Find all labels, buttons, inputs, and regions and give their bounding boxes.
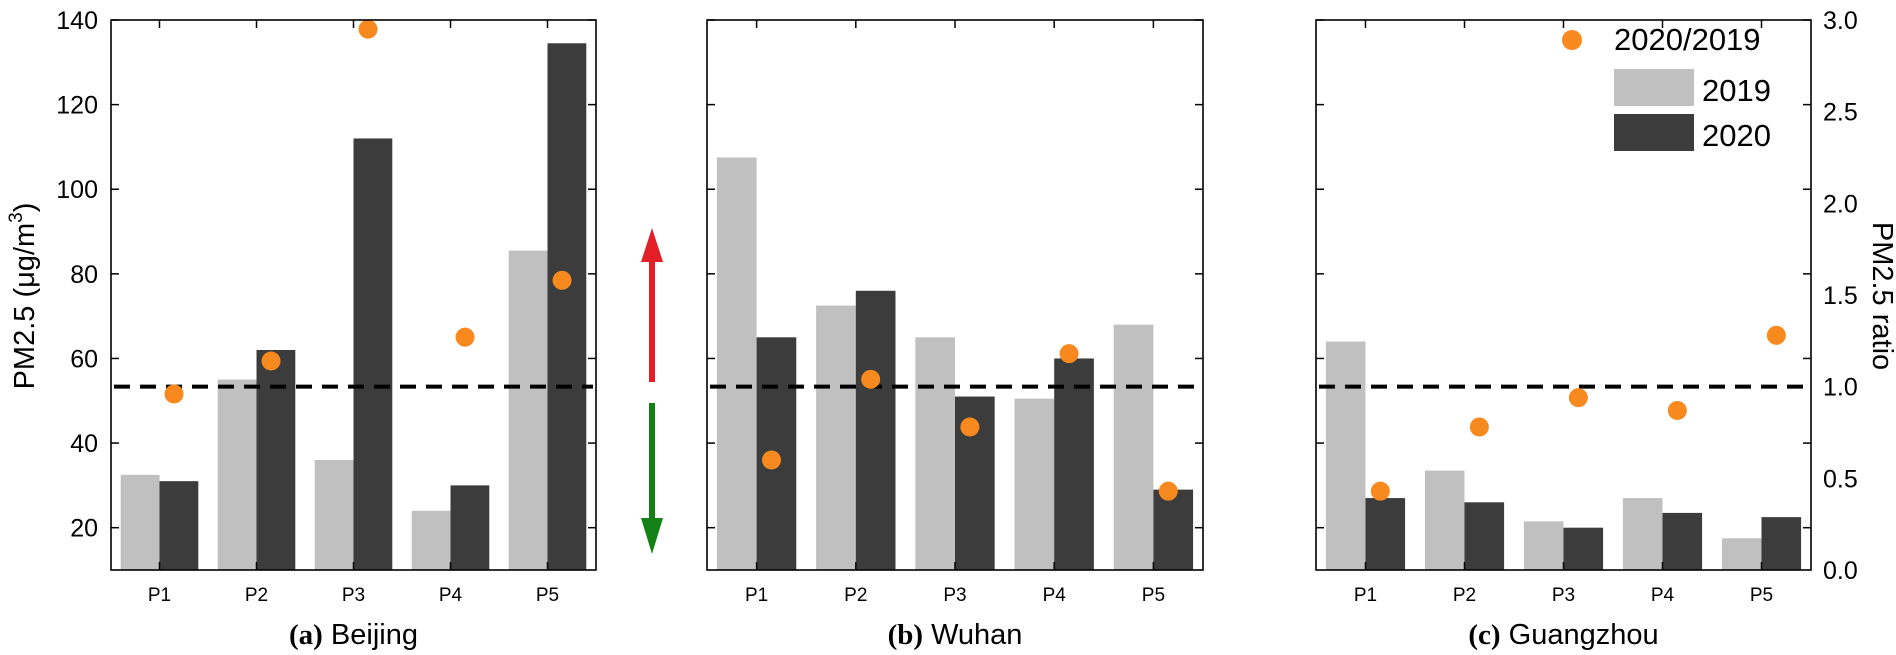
left-tick-label: 40 (70, 430, 98, 458)
x-tick-label-p3: P3 (1552, 585, 1575, 606)
ratio-marker-p4 (1059, 344, 1079, 364)
right-y-axis-label: PM2.5 ratio (1866, 222, 1896, 370)
right-tick-label: 0.0 (1823, 557, 1858, 585)
bar-2019-p1 (120, 474, 160, 570)
left-tick-label: 20 (70, 515, 98, 543)
panel-city: Guangzhou (1501, 619, 1659, 651)
left-y-axis-ticks: 20 40 60 80 100 120 140 (56, 7, 98, 543)
panel-caption-wuhan: (b) Wuhan (888, 619, 1023, 651)
legend: 2020/2019 2019 2020 (1562, 22, 1771, 153)
bar-2019-p2 (217, 379, 257, 570)
ratio-marker-p4 (455, 327, 475, 347)
bar-2020-p1 (159, 481, 199, 570)
chart-panels: P1 P2 P3 P4 P5 (a) Beijing P1 P2 P3 P4 P5 (b) Wuhan… (110, 19, 1812, 651)
x-tick-label-p4: P4 (439, 585, 463, 606)
panel-caption-beijing: (a) Beijing (289, 619, 418, 651)
legend-ratio-label: 2020/2019 (1614, 22, 1761, 57)
x-tick-label-p5: P5 (1142, 585, 1165, 606)
x-tick-label-p2: P2 (245, 585, 268, 606)
bar-2020-p4 (1662, 512, 1703, 570)
left-y-axis-label: PM2.5 (μg/m3) (6, 203, 41, 390)
right-tick-label: 0.5 (1823, 465, 1858, 493)
legend-2020-label: 2020 (1702, 118, 1771, 153)
right-y-axis-ticks: 0.0 0.5 1.0 1.5 2.0 2.5 3.0 (1823, 7, 1858, 585)
right-tick-label: 3.0 (1823, 7, 1858, 35)
bar-2020-p1 (1365, 498, 1406, 570)
ratio-marker-p1 (1370, 481, 1390, 501)
legend-2019-label: 2019 (1702, 73, 1771, 108)
ratio-marker-p5 (552, 270, 572, 290)
ratio-marker-p3 (960, 417, 980, 437)
x-tick-label-p1: P1 (1354, 585, 1377, 606)
ratio-marker-p2 (861, 369, 881, 389)
x-tick-label-p1: P1 (148, 585, 171, 606)
panel-caption-guangzhou: (c) Guangzhou (1468, 619, 1658, 651)
right-tick-label: 1.0 (1823, 374, 1858, 402)
panel-guangzhou: P1 P2 P3 P4 P5 (c) Guangzhou (1315, 19, 1812, 651)
right-tick-label: 2.0 (1823, 190, 1858, 218)
x-tick-label-p2: P2 (1453, 585, 1476, 606)
x-tick-label-p3: P3 (342, 585, 365, 606)
bar-2020-p2 (855, 290, 896, 570)
ratio-marker-p2 (261, 351, 281, 371)
x-tick-label-p4: P4 (1043, 585, 1067, 606)
bar-2019-p3 (1523, 521, 1564, 570)
panel-letter: (a) (289, 619, 323, 651)
bar-2019-p2 (1424, 470, 1465, 570)
bar-2019-p1 (1325, 341, 1366, 570)
left-tick-label: 60 (70, 345, 98, 373)
panel-city: Beijing (323, 619, 418, 651)
ratio-marker-p3 (358, 19, 378, 39)
ratio-marker-p4 (1667, 401, 1687, 420)
bar-2019-p2 (816, 305, 856, 570)
bar-2020-p5 (1153, 489, 1194, 570)
x-tick-label-p1: P1 (745, 585, 768, 606)
ratio-marker-p3 (1568, 388, 1588, 408)
bar-2020-p5 (1761, 517, 1802, 570)
left-tick-label: 80 (70, 261, 98, 289)
bar-2020-p4 (450, 485, 490, 570)
bar-2019-p3 (915, 337, 955, 570)
bar-2019-p4 (1014, 398, 1055, 570)
ratio-marker-p1 (164, 384, 184, 404)
left-tick-label: 120 (56, 92, 98, 120)
bar-2019-p1 (716, 157, 757, 570)
panel-city: Wuhan (923, 619, 1022, 651)
increase-arrow (641, 228, 663, 382)
left-tick-label: 140 (56, 7, 98, 35)
x-tick-label-p5: P5 (536, 585, 559, 606)
bar-2019-p3 (314, 460, 354, 570)
bar-2020-p5 (547, 43, 587, 571)
legend-2020-swatch (1614, 114, 1694, 151)
panel-wuhan: P1 P2 P3 P4 P5 (b) Wuhan (706, 19, 1204, 651)
bar-2020-p2 (1464, 502, 1505, 570)
bar-2019-p5 (1113, 324, 1154, 570)
ratio-marker-p2 (1469, 417, 1489, 437)
bar-2019-p4 (411, 510, 451, 570)
x-tick-label-p3: P3 (943, 585, 966, 606)
bar-2020-p3 (1563, 527, 1604, 570)
right-tick-label: 2.5 (1823, 99, 1858, 127)
legend-2019-swatch (1614, 69, 1694, 106)
x-tick-label-p4: P4 (1651, 585, 1675, 606)
bar-2020-p3 (353, 138, 393, 570)
decrease-arrow (641, 403, 663, 554)
legend-ratio-marker (1562, 30, 1582, 50)
x-tick-label-p5: P5 (1750, 585, 1773, 606)
bar-2020-p2 (256, 350, 296, 570)
x-tick-label-p2: P2 (844, 585, 867, 606)
bar-2019-p4 (1622, 498, 1663, 570)
right-tick-label: 1.5 (1823, 282, 1858, 310)
ratio-marker-p5 (1158, 481, 1178, 501)
left-tick-label: 100 (56, 176, 98, 204)
ratio-marker-p1 (761, 450, 781, 470)
panel-letter: (c) (1468, 619, 1500, 651)
panel-letter: (b) (888, 619, 923, 651)
bar-2019-p5 (1721, 538, 1762, 570)
bar-2020-p4 (1054, 358, 1094, 570)
bar-2019-p5 (508, 250, 548, 571)
panel-beijing: P1 P2 P3 P4 P5 (a) Beijing (110, 19, 597, 651)
ratio-marker-p5 (1766, 325, 1786, 345)
